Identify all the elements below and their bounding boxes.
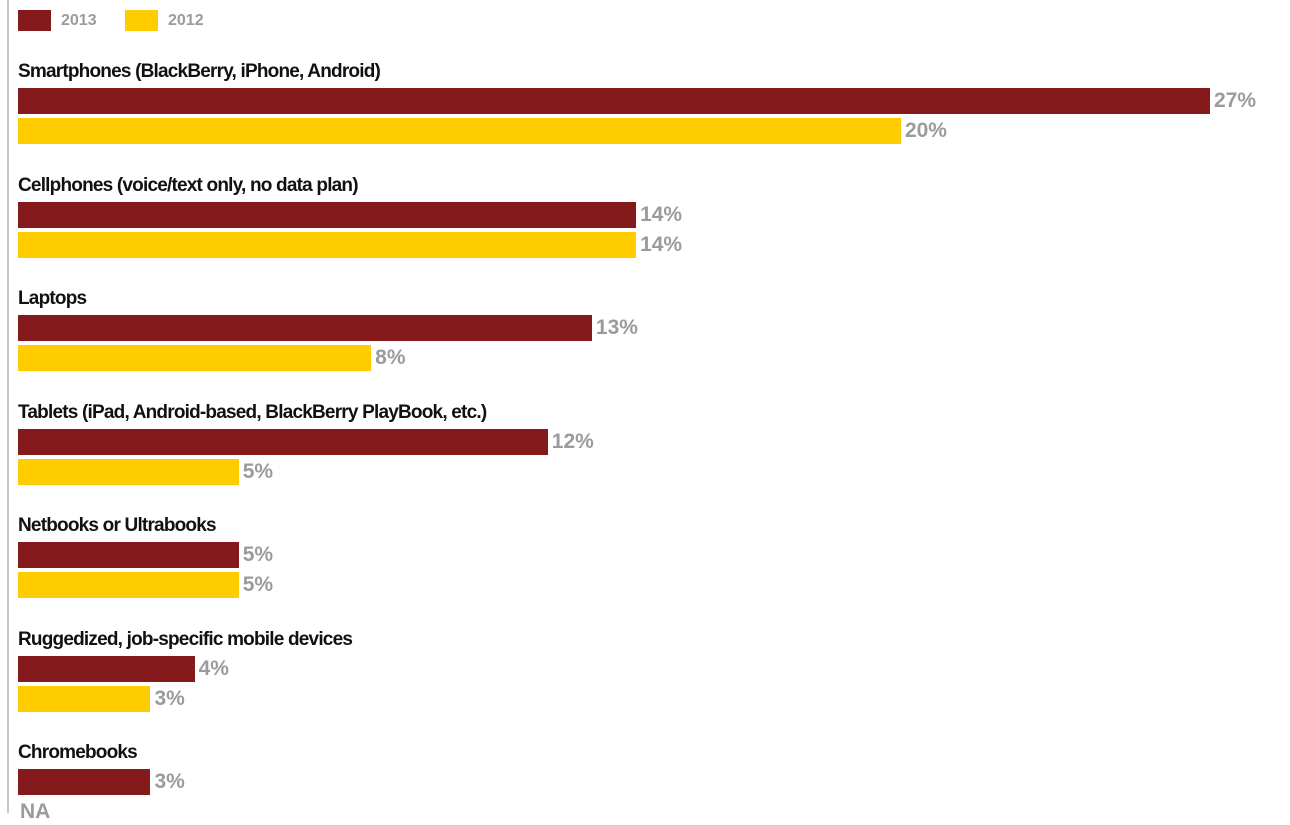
category-label: Cellphones (voice/text only, no data pla… [18,174,359,196]
bar-2012 [18,231,637,258]
category-label: Ruggedized, job-specific mobile devices [18,628,353,650]
value-label: 20% [904,119,947,142]
value-label: 5% [242,459,274,483]
value-label: 14% [640,202,683,226]
value-label: 3% [154,686,185,710]
bar-2013 [18,201,637,228]
bar-2013 [18,542,239,568]
bar-2012 [18,685,151,712]
value-label: 5% [242,543,274,566]
category-label: Laptops [18,288,87,309]
legend-swatch-2012 [125,10,158,31]
value-label: 12% [551,429,594,453]
value-label: 13% [595,316,638,339]
value-label: 14% [640,232,683,256]
value-label: NA [20,800,51,823]
value-label: 4% [198,656,229,680]
category-label: Smartphones (BlackBerry, iPhone, Android… [18,61,381,82]
legend-swatch-2013 [18,10,51,31]
bar-2013 [18,769,151,795]
category-label: Netbooks or Ultrabooks [18,515,217,536]
legend-label-2012: 2012 [168,12,204,29]
value-label: 5% [242,573,274,596]
bar-2012 [18,118,901,144]
legend-label-2013: 2013 [61,12,97,29]
bar-2012 [18,345,372,371]
bar-2013 [18,315,592,341]
value-label: 3% [154,770,185,793]
value-label: 27% [1214,89,1257,112]
bar-2013 [18,428,548,455]
bar-2012 [18,572,239,598]
bar-2013 [18,88,1210,114]
category-label: Tablets (iPad, Android-based, BlackBerry… [18,401,487,423]
category-label: Chromebooks [18,742,138,763]
bar-2013 [18,655,195,682]
bar-2012 [18,458,239,485]
axis-line [7,0,9,813]
value-label: 8% [375,346,406,369]
